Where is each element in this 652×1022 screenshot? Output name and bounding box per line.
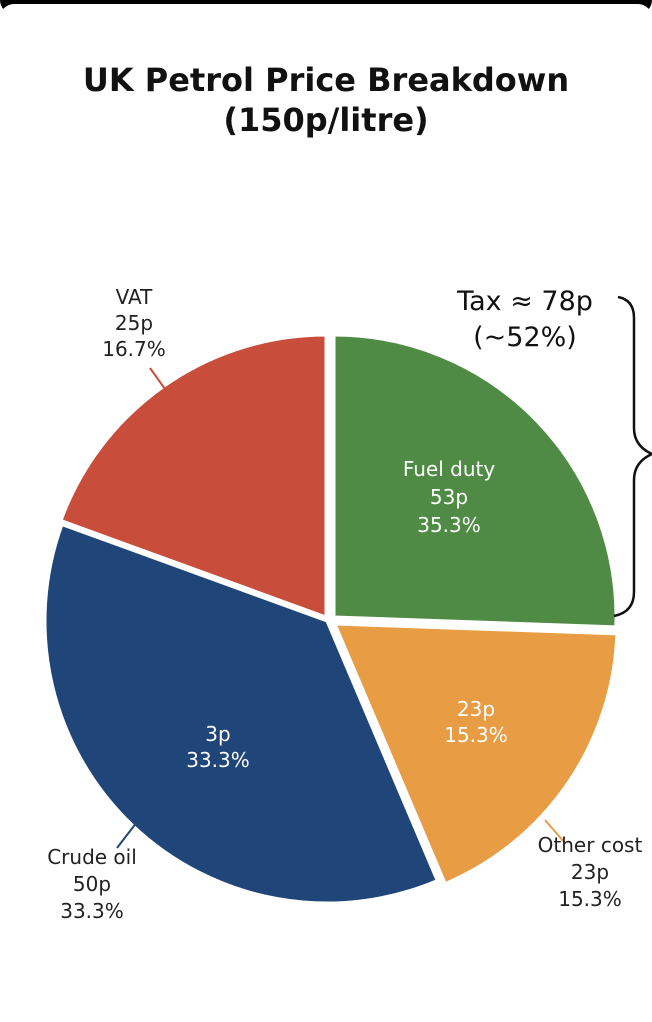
leader-line-crude-oil <box>116 817 141 849</box>
outside-label-other-cost-2: 15.3% <box>558 887 622 911</box>
top-frame-inner <box>0 4 652 18</box>
inside-label-other-cost-1: 15.3% <box>444 723 508 747</box>
chart-title-line-1: UK Petrol Price Breakdown <box>82 61 570 99</box>
pie-slice-other-cost <box>332 622 619 886</box>
inside-label-crude-oil-1: 33.3% <box>186 748 250 772</box>
pie-slice-vat <box>59 333 328 620</box>
leader-line-other-cost <box>544 819 566 844</box>
outside-label-other-cost-1: 23p <box>571 860 609 884</box>
outside-label-vat-1: 25p <box>115 311 153 335</box>
inside-label-fuel-duty-1: 53p <box>430 485 468 509</box>
outside-label-crude-oil-2: 33.3% <box>60 899 124 923</box>
outside-label-vat-0: VAT <box>116 285 154 309</box>
tax-annotation-line-1: (~52%) <box>473 322 577 353</box>
outside-label-other-cost-0: Other cost <box>538 833 643 857</box>
pie-slice-crude-oil <box>43 522 440 905</box>
outside-label-crude-oil-0: Crude oil <box>47 845 137 869</box>
inside-label-fuel-duty-2: 35.3% <box>417 513 481 537</box>
tax-brace <box>613 295 652 618</box>
leader-line-vat <box>149 367 166 390</box>
chart-title-line-2: (150p/litre) <box>223 101 429 139</box>
inside-label-crude-oil-0: 3p <box>205 722 230 746</box>
chart-title: UK Petrol Price Breakdown (150p/litre) <box>0 60 652 140</box>
outside-label-crude-oil-1: 50p <box>73 872 111 896</box>
inside-label-other-cost-0: 23p <box>457 697 495 721</box>
outside-label-vat-2: 16.7% <box>102 337 166 361</box>
inside-label-fuel-duty-0: Fuel duty <box>403 457 496 481</box>
tax-annotation-line-0: Tax ≈ 78p <box>456 286 593 317</box>
pie-slice-fuel-duty <box>332 333 618 629</box>
